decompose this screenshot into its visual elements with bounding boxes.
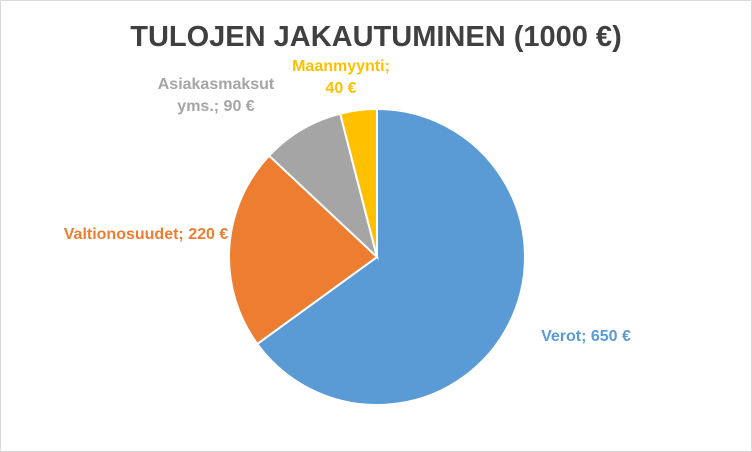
separator: ; bbox=[178, 226, 184, 243]
data-label: Verot; 650 € bbox=[521, 326, 651, 348]
category-name: Verot bbox=[541, 328, 582, 345]
chart-title: TULOJEN JAKAUTUMINEN (1000 €) bbox=[130, 21, 622, 53]
value-label: 650 € bbox=[590, 328, 631, 345]
data-label: Valtionosuudet; 220 € bbox=[61, 224, 231, 246]
pie-slice bbox=[255, 107, 526, 406]
pie-slice bbox=[267, 112, 379, 261]
pie-slice bbox=[228, 154, 379, 346]
category-name: Asiakasmaksut yms. bbox=[157, 76, 275, 115]
pie-slice bbox=[338, 107, 378, 258]
data-label: Maanmyynti; 40 € bbox=[291, 56, 391, 100]
separator: ; bbox=[384, 58, 390, 75]
value-label: 40 € bbox=[325, 80, 357, 97]
data-label: Asiakasmaksut yms.; 90 € bbox=[151, 74, 281, 118]
category-name: Valtionosuudet bbox=[63, 226, 179, 243]
value-label: 220 € bbox=[188, 226, 229, 243]
separator: ; bbox=[581, 328, 587, 345]
value-label: 90 € bbox=[223, 98, 255, 115]
category-name: Maanmyynti bbox=[292, 58, 385, 75]
separator: ; bbox=[213, 98, 220, 115]
